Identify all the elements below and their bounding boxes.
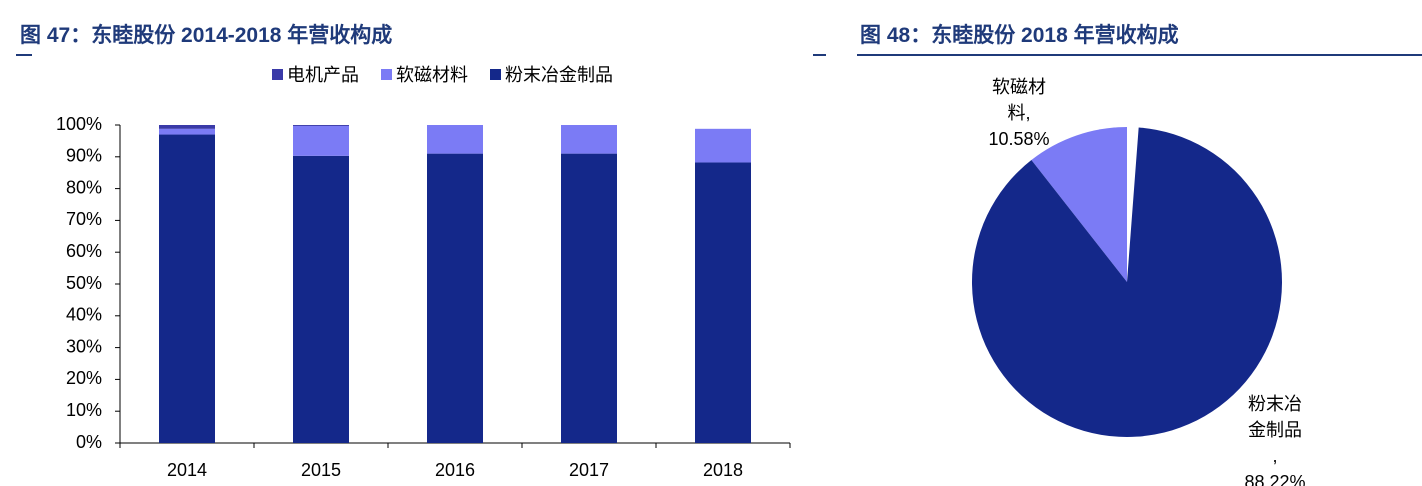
bar-segment [159,134,215,444]
y-tick-label: 60% [66,241,102,261]
legend-label: 软磁材料 [396,65,468,85]
y-tick-label: 30% [66,336,102,356]
slice-name: 粉末冶金制品, [1248,394,1302,466]
bar-segment [293,125,349,126]
chart-title: 图 48：东睦股份 2018 年营收构成 [860,23,1179,47]
pie-slice [1031,127,1127,282]
legend-swatch [272,69,283,80]
x-tick-label: 2015 [301,460,341,480]
y-tick-label: 10% [66,400,102,420]
y-tick-label: 100% [56,114,102,134]
y-tick-label: 40% [66,305,102,325]
slice-name: 软磁材料, [992,77,1046,123]
slice-label: 软磁材料, 10.58% [988,77,1049,149]
bar-segment [561,153,617,443]
slice-value: 88.22% [1244,472,1305,486]
y-tick-label: 80% [66,177,102,197]
legend-label: 粉末冶金制品 [505,65,613,85]
legend-swatch [381,69,392,80]
bar-segment [159,125,215,129]
bar-segment [695,162,751,444]
x-tick-label: 2014 [167,460,207,480]
legend-label: 电机产品 [287,65,359,85]
bar-segment [293,125,349,156]
x-tick-label: 2017 [569,460,609,480]
chart-title: 图 47：东睦股份 2014-2018 年营收构成 [20,23,392,47]
bar-segment [695,128,751,163]
bar-segment [159,128,215,135]
bar-segment [293,155,349,443]
x-tick-label: 2016 [435,460,475,480]
bar-segment [561,125,617,154]
y-tick-label: 50% [66,273,102,293]
bar-segment [427,125,483,154]
y-tick-label: 0% [76,432,102,452]
slice-value: 10.58% [988,129,1049,149]
pie-slice [971,127,1282,437]
y-tick-label: 20% [66,368,102,388]
y-tick-label: 70% [66,209,102,229]
slice-label: 粉末冶金制品, 88.22% [1244,394,1305,486]
y-tick-label: 90% [66,146,102,166]
x-tick-label: 2018 [703,460,743,480]
legend-swatch [490,69,501,80]
bar-segment [427,153,483,443]
